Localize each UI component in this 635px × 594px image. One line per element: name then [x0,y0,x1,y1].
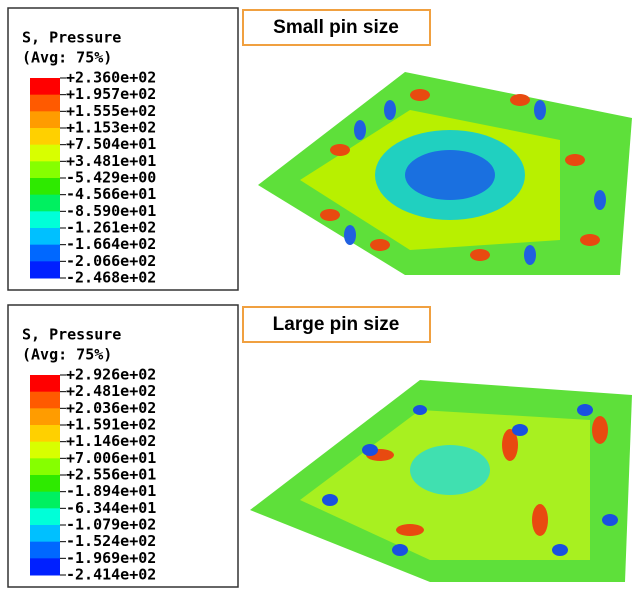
legend-value: +2.036e+02 [66,399,156,417]
legend-color-band [30,161,60,179]
legend-value: -2.468e+02 [66,269,156,287]
legend-color-band [30,475,60,493]
legend-value: +1.555e+02 [66,102,156,120]
legend-value: +1.146e+02 [66,432,156,450]
legend-color-band [30,94,60,112]
legend-value: -8.590e+01 [66,202,156,220]
large-pin-surface [250,380,632,582]
legend-color-band [30,111,60,129]
legend-value: -1.261e+02 [66,219,156,237]
legend-color-band [30,408,60,426]
legend-value: -5.429e+00 [66,169,156,187]
legend-subtitle: (Avg: 75%) [22,49,112,67]
panel-label-box [242,9,431,46]
legend-color-band [30,261,60,279]
panel-label: Small pin size [273,17,399,38]
legend-value: -1.524e+02 [66,532,156,550]
legend-color-band [30,458,60,476]
legend-value: -2.066e+02 [66,252,156,270]
legend-value: +1.153e+02 [66,119,156,137]
legend-color-band [30,244,60,262]
legend-color-band [30,441,60,459]
legend-value: -1.079e+02 [66,516,156,534]
legend-color-band [30,375,60,393]
legend-color-band [30,558,60,576]
panel-label-box [242,306,431,343]
surface-spot [405,150,495,200]
legend-color-band [30,128,60,146]
surface-spots [366,416,608,536]
legend-subtitle: (Avg: 75%) [22,346,112,364]
legend-color-band [30,178,60,196]
legend-value: +2.360e+02 [66,69,156,87]
panel-label: Large pin size [273,314,400,335]
legend-value: +1.957e+02 [66,85,156,103]
legend-color-band [30,144,60,162]
legend-color-band [30,211,60,229]
legend-color-band [30,491,60,509]
legend-value: +1.591e+02 [66,416,156,434]
surface-spot [410,445,490,495]
legend-value: +7.504e+01 [66,135,156,153]
legend-color-band [30,525,60,543]
legend-value: -2.414e+02 [66,566,156,584]
legend-value: +2.926e+02 [66,366,156,384]
legend-value: +2.556e+01 [66,466,156,484]
legend-value: -4.566e+01 [66,185,156,203]
legend-value: +3.481e+01 [66,152,156,170]
surface-spots [322,404,618,556]
legend-value: -1.969e+02 [66,549,156,567]
legend-title: S, Pressure [22,326,121,344]
small-pin-surface [258,72,632,275]
legend-color-band [30,194,60,212]
legend-color-band [30,541,60,559]
legend-value: +7.006e+01 [66,449,156,467]
legend-value: -1.894e+01 [66,482,156,500]
legend-color-band [30,425,60,443]
legend-title: S, Pressure [22,29,121,47]
legend-color-band [30,228,60,246]
legend-color-band [30,508,60,526]
surface-spots [320,89,600,261]
surface-spots [344,100,606,265]
legend-value: -6.344e+01 [66,499,156,517]
legend-value: +2.481e+02 [66,382,156,400]
legend-color-band [30,391,60,409]
legend-color-band [30,78,60,96]
legend-value: -1.664e+02 [66,235,156,253]
